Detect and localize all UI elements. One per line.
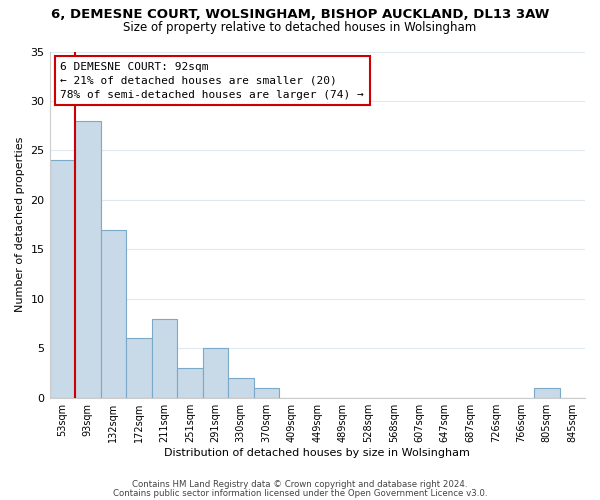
Bar	[228, 378, 254, 398]
X-axis label: Distribution of detached houses by size in Wolsingham: Distribution of detached houses by size …	[164, 448, 470, 458]
Bar	[254, 388, 279, 398]
Text: Contains public sector information licensed under the Open Government Licence v3: Contains public sector information licen…	[113, 488, 487, 498]
Text: 6 DEMESNE COURT: 92sqm
← 21% of detached houses are smaller (20)
78% of semi-det: 6 DEMESNE COURT: 92sqm ← 21% of detached…	[60, 62, 364, 100]
Bar	[75, 120, 101, 398]
Text: Size of property relative to detached houses in Wolsingham: Size of property relative to detached ho…	[124, 21, 476, 34]
Bar	[50, 160, 75, 398]
Bar	[177, 368, 203, 398]
Bar	[203, 348, 228, 398]
Bar	[534, 388, 560, 398]
Text: Contains HM Land Registry data © Crown copyright and database right 2024.: Contains HM Land Registry data © Crown c…	[132, 480, 468, 489]
Y-axis label: Number of detached properties: Number of detached properties	[15, 137, 25, 312]
Bar	[126, 338, 152, 398]
Bar	[152, 318, 177, 398]
Text: 6, DEMESNE COURT, WOLSINGHAM, BISHOP AUCKLAND, DL13 3AW: 6, DEMESNE COURT, WOLSINGHAM, BISHOP AUC…	[51, 8, 549, 20]
Bar	[101, 230, 126, 398]
